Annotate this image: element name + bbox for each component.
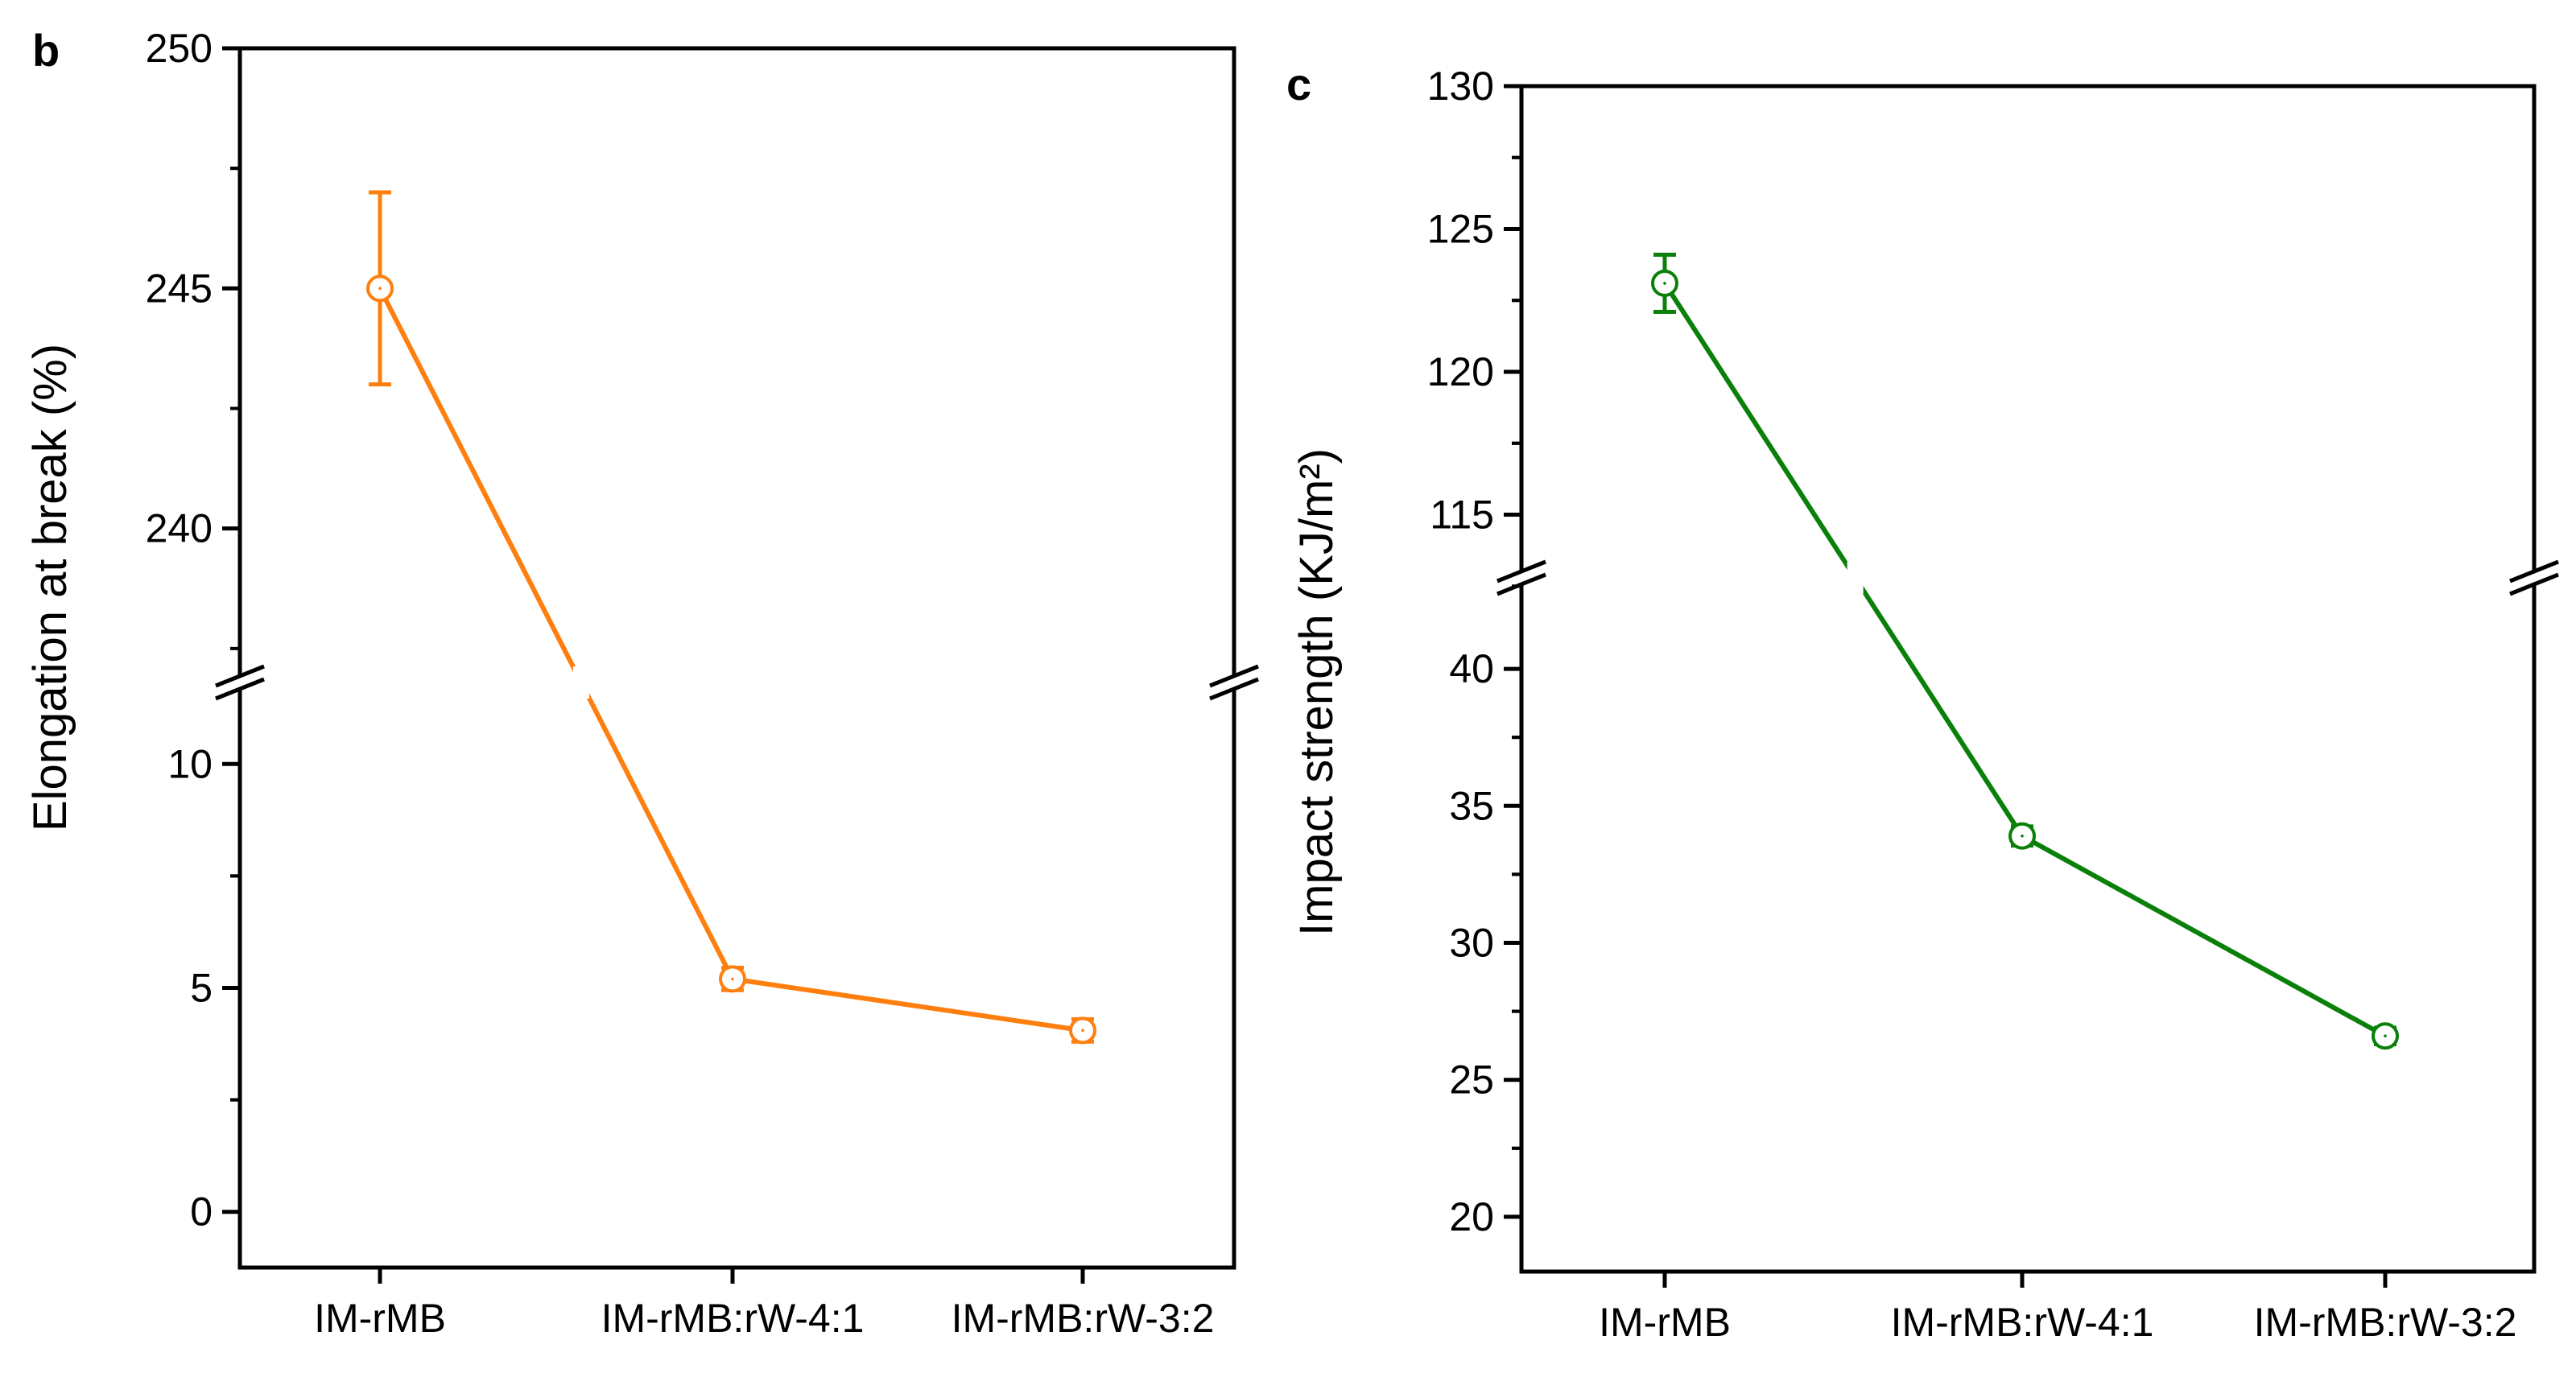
x-tick-label: IM-rMB: [1599, 1300, 1731, 1345]
y-tick-label: 20: [1449, 1194, 1494, 1239]
plot-frame: [237, 46, 1236, 1270]
axis-break-mark: [2509, 572, 2559, 596]
y-tick-label: 40: [1449, 646, 1494, 691]
y-tick-label: 115: [1430, 493, 1494, 538]
x-tick-label: IM-rMB:rW-3:2: [952, 1296, 1215, 1341]
data-point-center: [731, 977, 734, 981]
data-point-center: [1081, 1029, 1084, 1033]
y-tick-label: 0: [190, 1190, 213, 1235]
data-point-center: [378, 287, 382, 291]
y-tick-label: 10: [167, 741, 213, 786]
data-point-center: [2384, 1034, 2387, 1038]
data-point-center: [2021, 834, 2024, 838]
plot-area: 0 5 10 240 245 250 IM-rMB IM-rMB:rW-4:1 IM-rMB:r…: [146, 26, 1259, 1341]
x-tick-label: IM-rMB:rW-4:1: [601, 1296, 865, 1341]
y-tick-label: 245: [146, 266, 213, 311]
x-tick-label: IM-rMB:rW-4:1: [1891, 1300, 2154, 1345]
axis-break-mark: [1496, 559, 1546, 583]
panel-label: b: [32, 25, 60, 76]
y-tick-label: 30: [1449, 920, 1494, 965]
axis-break-mark: [2509, 559, 2559, 583]
y-tick-label: 35: [1449, 783, 1494, 828]
x-tick-label: IM-rMB:rW-3:2: [2254, 1300, 2517, 1345]
y-tick-label: 5: [190, 966, 213, 1011]
y-tick-label: 125: [1427, 207, 1494, 252]
plot-area: 20 25 30 35 40 115 120 125 130 IM-rMB IM-rMB:rW-4:…: [1427, 64, 2559, 1345]
axis-break-mark: [1209, 677, 1259, 701]
y-tick-label: 240: [146, 506, 213, 551]
y-tick-label: 120: [1427, 349, 1494, 394]
axis-break-mark: [215, 664, 265, 688]
axis-break-mark: [1209, 664, 1259, 688]
axis-break-mark: [215, 677, 265, 701]
series-break-gap: [1847, 562, 1864, 594]
y-tick-label: 130: [1427, 64, 1494, 109]
axis-break-mark: [1496, 572, 1546, 596]
y-axis-title: Elongation at break (%): [24, 344, 76, 831]
x-tick-label: IM-rMB: [314, 1296, 446, 1341]
y-tick-label: 25: [1449, 1058, 1494, 1103]
y-axis-title: Impact strength (KJ/m²): [1290, 448, 1343, 936]
chart-panel-b: b Elongation at break (%) 0 5 10 240 245 250 I…: [24, 25, 1259, 1341]
chart-panel-c: c Impact strength (KJ/m²) 20 25 30 35 40 115 1…: [1286, 59, 2559, 1345]
plot-frame: [1519, 84, 2537, 1274]
series-break-gap: [572, 666, 589, 699]
y-tick-label: 250: [146, 26, 213, 71]
data-point-center: [1663, 282, 1666, 285]
panel-label: c: [1286, 59, 1311, 109]
